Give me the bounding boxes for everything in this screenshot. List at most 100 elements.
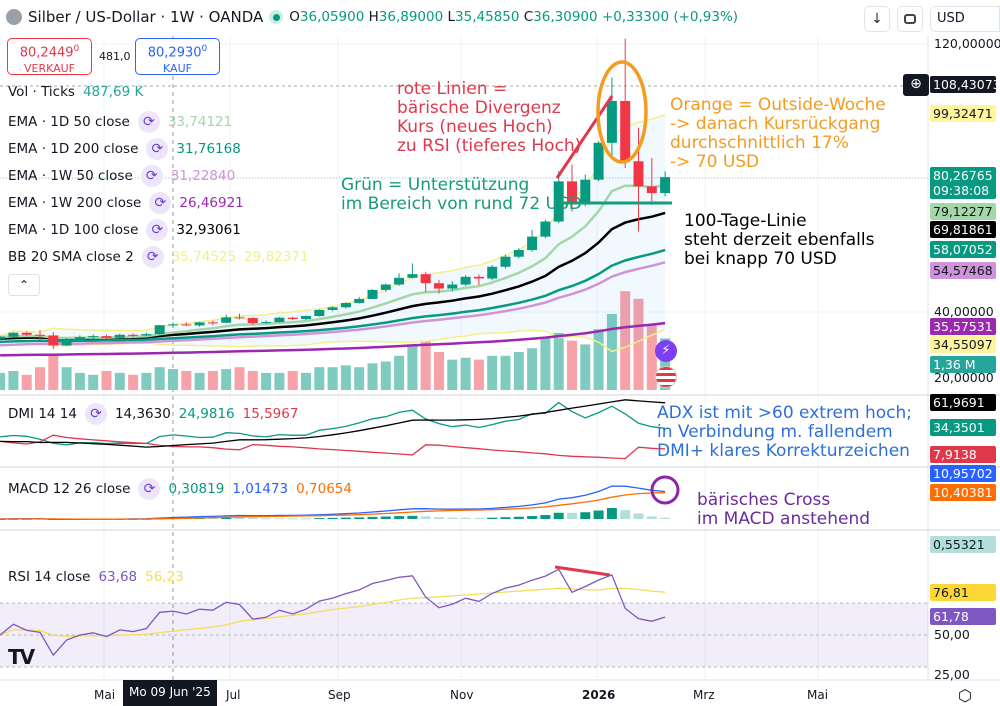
legend-value: 33,74121 bbox=[167, 114, 233, 130]
lightning-event-icon[interactable]: ⚡ bbox=[655, 340, 677, 362]
volume-bar bbox=[340, 365, 351, 390]
time-tick: Sep bbox=[328, 688, 351, 702]
download-button[interactable]: ↓ bbox=[864, 6, 890, 32]
candle-body bbox=[447, 284, 458, 289]
candle-body bbox=[154, 325, 165, 335]
legend-macd[interactable]: MACD 12 26 close ⟳ 0,30819 1,01473 0,70654 bbox=[8, 478, 352, 500]
legend-volume[interactable]: Vol · Ticks 487,69 K bbox=[8, 84, 144, 100]
candle-body bbox=[21, 332, 32, 335]
volume-bar bbox=[35, 367, 45, 390]
sync-icon: ⟳ bbox=[141, 246, 164, 268]
currency-select[interactable]: USD bbox=[930, 6, 1000, 32]
us-flag-event-icon[interactable] bbox=[655, 366, 677, 388]
legend-item[interactable]: EMA · 1D 50 close ⟳ 33,74121 bbox=[8, 111, 232, 133]
legend-item[interactable]: EMA · 1W 200 close ⟳ 26,46921 bbox=[8, 192, 244, 214]
price-label: 108,43073 bbox=[930, 76, 1000, 93]
candle-body bbox=[221, 317, 232, 323]
volume-bar bbox=[434, 352, 444, 390]
candle-body bbox=[207, 322, 218, 324]
candle-body bbox=[633, 161, 644, 187]
candle-body bbox=[101, 336, 112, 338]
legend-dmi[interactable]: DMI 14 14 ⟳ 14,3630 24,9816 15,5967 bbox=[8, 403, 298, 425]
macd-histogram-bar bbox=[247, 517, 258, 519]
tradingview-logo[interactable]: TV bbox=[8, 645, 35, 669]
volume-bar bbox=[114, 372, 125, 390]
candle-body bbox=[420, 274, 431, 284]
volume-bar bbox=[420, 340, 431, 390]
arrow-down-icon: ↓ bbox=[871, 11, 883, 27]
volume-bar bbox=[274, 372, 285, 390]
legend-label: EMA · 1W 50 close bbox=[8, 168, 133, 184]
time-tick: Nov bbox=[450, 688, 474, 702]
volume-bar bbox=[500, 355, 511, 390]
volume-bar bbox=[447, 359, 458, 390]
candle-body bbox=[407, 274, 418, 278]
collapse-legend-button[interactable]: ⌃ bbox=[8, 274, 40, 296]
time-tick: Mai bbox=[807, 688, 829, 702]
rsi-tick: 50,00 bbox=[934, 627, 970, 642]
legend-item[interactable]: EMA · 1W 50 close ⟳ 31,22840 bbox=[8, 165, 235, 187]
candle-body bbox=[593, 142, 604, 180]
adx-line bbox=[0, 399, 666, 448]
time-tick: 2026 bbox=[582, 688, 616, 702]
sync-icon: ⟳ bbox=[84, 403, 107, 425]
macd-histogram-bar bbox=[553, 512, 564, 519]
legend-label: BB 20 SMA close 2 bbox=[8, 249, 134, 265]
sell-button[interactable]: 80,24490 VERKAUF bbox=[7, 38, 92, 75]
annotation-orange: Orange = Outside-Woche -> danach Kursrück… bbox=[670, 95, 886, 172]
price-tick: 20,00000 bbox=[934, 370, 994, 385]
candle-body bbox=[367, 289, 378, 299]
candle-body bbox=[247, 318, 258, 324]
candle-body bbox=[301, 316, 311, 320]
market-open-icon bbox=[269, 10, 284, 24]
macd-histogram-bar bbox=[367, 516, 378, 519]
candle-body bbox=[8, 332, 19, 337]
buy-button[interactable]: 80,29300 KAUF bbox=[135, 38, 220, 75]
volume-bar bbox=[540, 336, 551, 390]
volume-bar bbox=[194, 372, 205, 390]
volume-bar bbox=[527, 348, 538, 390]
volume-bar bbox=[553, 333, 564, 390]
price-label: 1,36 M bbox=[930, 356, 996, 373]
add-alert-button[interactable]: ⊕ bbox=[903, 74, 929, 96]
divergence-line-price bbox=[555, 95, 614, 179]
volume-bar bbox=[21, 374, 32, 390]
legend-item[interactable]: BB 20 SMA close 2 ⟳ 35,74525 29,82371 bbox=[8, 246, 309, 268]
ema-1w200-line bbox=[0, 321, 666, 357]
fullscreen-button[interactable] bbox=[897, 6, 923, 32]
legend-rsi[interactable]: RSI 14 close 63,68 56,23 bbox=[8, 569, 184, 585]
candle-body bbox=[567, 181, 577, 204]
price-label: 10,40381 bbox=[930, 484, 996, 501]
candle-body bbox=[194, 322, 205, 326]
macd-histogram-bar bbox=[460, 517, 471, 519]
macd-histogram-bar bbox=[434, 517, 444, 519]
legend-value: 29,82371 bbox=[244, 249, 309, 265]
ema-1w50-line bbox=[0, 261, 666, 347]
candle-body bbox=[114, 334, 125, 338]
price-label: 80,26765 09:38:08 bbox=[930, 167, 996, 199]
settings-icon[interactable]: ⬡ bbox=[958, 686, 972, 705]
volume-bar bbox=[367, 363, 378, 390]
sync-icon: ⟳ bbox=[138, 478, 161, 500]
sync-icon: ⟳ bbox=[137, 111, 160, 133]
rsi-tick: 25,00 bbox=[934, 667, 970, 682]
legend-item[interactable]: EMA · 1D 100 close ⟳ 32,93061 bbox=[8, 219, 241, 241]
volume-bar bbox=[473, 359, 484, 390]
legend-value: 35,74525 bbox=[171, 249, 237, 265]
candle-body bbox=[394, 277, 405, 285]
legend-item[interactable]: EMA · 1D 200 close ⟳ 31,76168 bbox=[8, 138, 241, 160]
volume-bar bbox=[48, 355, 59, 390]
candle-body bbox=[274, 317, 285, 323]
time-tick: Mai bbox=[94, 688, 116, 702]
volume-bar bbox=[101, 371, 112, 390]
price-label: 7,9138 bbox=[930, 446, 996, 463]
volume-bar bbox=[660, 338, 671, 390]
macd-histogram-bar bbox=[487, 517, 498, 519]
symbol-title[interactable]: Silber / US-Dollar · 1W · OANDA bbox=[28, 8, 264, 26]
volume-bar bbox=[287, 371, 298, 390]
macd-histogram-bar bbox=[207, 517, 218, 519]
plus-circle-icon: ⊕ bbox=[910, 76, 922, 92]
signal-line bbox=[0, 492, 666, 520]
rsi-line bbox=[0, 568, 666, 657]
